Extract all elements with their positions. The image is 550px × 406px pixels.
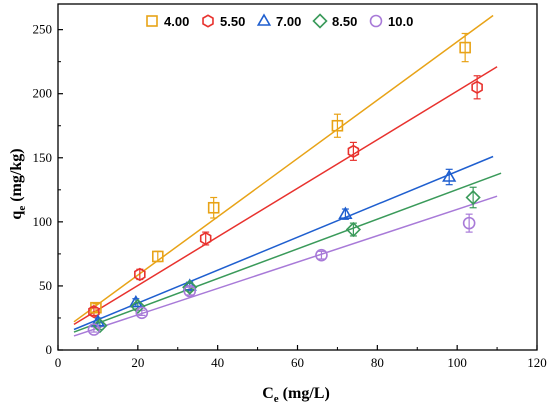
legend: 4.00 5.50 7.00 8.50 10.0 — [146, 13, 413, 29]
point-5-50 — [134, 267, 146, 282]
legend-marker-5-50 — [202, 14, 214, 28]
y-tick-label: 100 — [33, 214, 53, 229]
legend-label-8-50: 8.50 — [332, 14, 357, 29]
point-5-50 — [88, 304, 100, 319]
x-axis-title: Ce (mg/L) — [262, 385, 330, 405]
y-axis-ticks: 0 50 100 150 200 250 — [33, 22, 63, 357]
x-tick-label: 40 — [211, 355, 224, 370]
point-10-0 — [87, 323, 101, 336]
fit-line-5-50 — [73, 66, 498, 326]
point-10-0 — [135, 306, 149, 320]
x-tick-label: 20 — [131, 355, 144, 370]
legend-label-5-50: 5.50 — [220, 14, 245, 29]
legend-marker-4-00 — [146, 15, 158, 27]
point-7-00 — [182, 278, 197, 291]
point-10-0 — [183, 284, 197, 298]
point-5-50 — [347, 144, 360, 159]
point-8-50 — [345, 221, 362, 238]
legend-marker-7-00 — [256, 13, 272, 26]
y-axis-title: qe (mg/kg) — [8, 148, 28, 219]
error-bars — [90, 32, 481, 333]
data-markers — [87, 41, 483, 336]
y-tick-label: 250 — [33, 22, 53, 37]
x-tick-label: 0 — [55, 355, 62, 370]
y-tick-label: 150 — [33, 150, 53, 165]
y-tick-label: 50 — [39, 278, 52, 293]
point-7-00 — [442, 169, 457, 182]
point-5-50 — [471, 80, 483, 94]
fit-line-8-50 — [73, 172, 502, 333]
legend-marker-8-50 — [312, 13, 328, 29]
point-4-00 — [151, 250, 164, 263]
fit-line-4-00 — [73, 14, 494, 323]
legend-label-10-0: 10.0 — [388, 14, 413, 29]
legend-label-7-00: 7.00 — [276, 14, 301, 29]
point-8-50 — [130, 298, 146, 315]
y-tick-label: 200 — [33, 86, 53, 101]
point-4-00 — [459, 41, 471, 54]
x-tick-label: 100 — [447, 355, 467, 370]
x-tick-label: 120 — [527, 355, 547, 370]
x-axis-ticks: 0 20 40 60 80 100 120 — [55, 345, 547, 370]
fit-lines — [73, 14, 502, 337]
y-tick-label: 0 — [46, 342, 53, 357]
point-4-00 — [331, 119, 344, 132]
fit-line-7-00 — [73, 155, 494, 331]
x-tick-label: 80 — [371, 355, 384, 370]
fit-line-10-0 — [73, 195, 498, 337]
point-8-50 — [182, 279, 198, 295]
legend-label-4-00: 4.00 — [164, 14, 189, 29]
point-8-50 — [465, 189, 481, 206]
point-10-0 — [462, 216, 476, 230]
point-7-00 — [338, 206, 353, 219]
x-tick-label: 60 — [291, 355, 304, 370]
point-5-50 — [199, 231, 212, 246]
point-4-00 — [207, 201, 220, 214]
point-10-0 — [315, 248, 328, 262]
legend-marker-10-0 — [369, 14, 383, 28]
